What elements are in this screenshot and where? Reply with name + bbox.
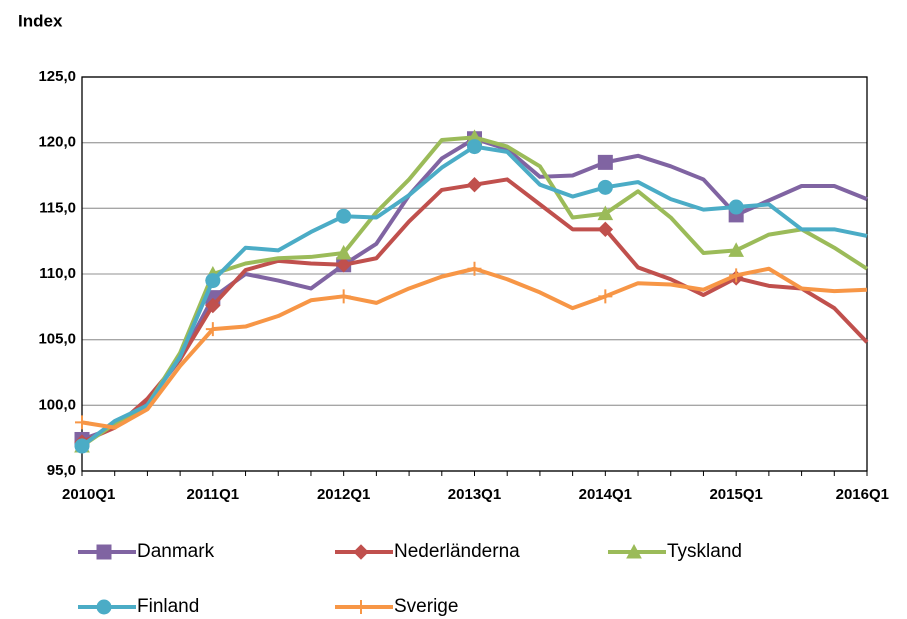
point-marker [466,176,483,193]
point-marker [597,221,614,238]
x-tick-label: 2013Q1 [448,486,501,503]
y-tick-label: 95,0 [47,462,76,479]
point-marker [597,205,614,221]
x-tick-label: 2012Q1 [317,486,370,503]
legend-label: Danmark [137,541,215,562]
x-tick-label: 2011Q1 [187,486,240,503]
point-marker [205,322,220,337]
point-marker [467,261,482,276]
legend-label: Tyskland [667,541,742,562]
legend-label: Sverige [394,596,458,617]
legend-marker [354,600,368,614]
point-marker [729,268,744,283]
x-tick-label: 2014Q1 [579,486,632,503]
y-tick-label: 120,0 [38,134,76,151]
point-marker [335,257,352,273]
y-tick-label: 110,0 [39,265,76,282]
y-tick-label: 105,0 [38,331,76,348]
point-marker [75,415,89,430]
point-marker [597,179,613,195]
point-marker [467,139,482,155]
point-marker [336,289,351,304]
x-tick-label: 2010Q1 [62,486,115,503]
y-tick-label: 115,0 [39,199,76,216]
legend-marker [96,599,112,615]
point-marker [598,289,613,304]
point-marker [205,297,221,314]
legend-label: Finland [137,596,199,617]
point-marker [597,154,613,170]
point-marker [74,438,90,454]
y-tick-label: 125,0 [38,68,76,85]
series-line [81,266,868,430]
point-marker [728,199,744,215]
y-axis-label: Index [18,11,63,30]
x-tick-label: 2015Q1 [709,486,762,503]
x-tick-label: 2016Q1 [836,486,889,503]
y-tick-label: 100,0 [38,396,76,413]
point-marker [335,244,352,260]
point-marker [728,242,745,257]
point-marker [336,208,352,224]
legend-label: Nederländerna [394,541,520,562]
legend-marker [96,544,112,560]
point-marker [205,273,221,289]
legend-marker [353,544,369,560]
legend-marker [626,543,642,559]
